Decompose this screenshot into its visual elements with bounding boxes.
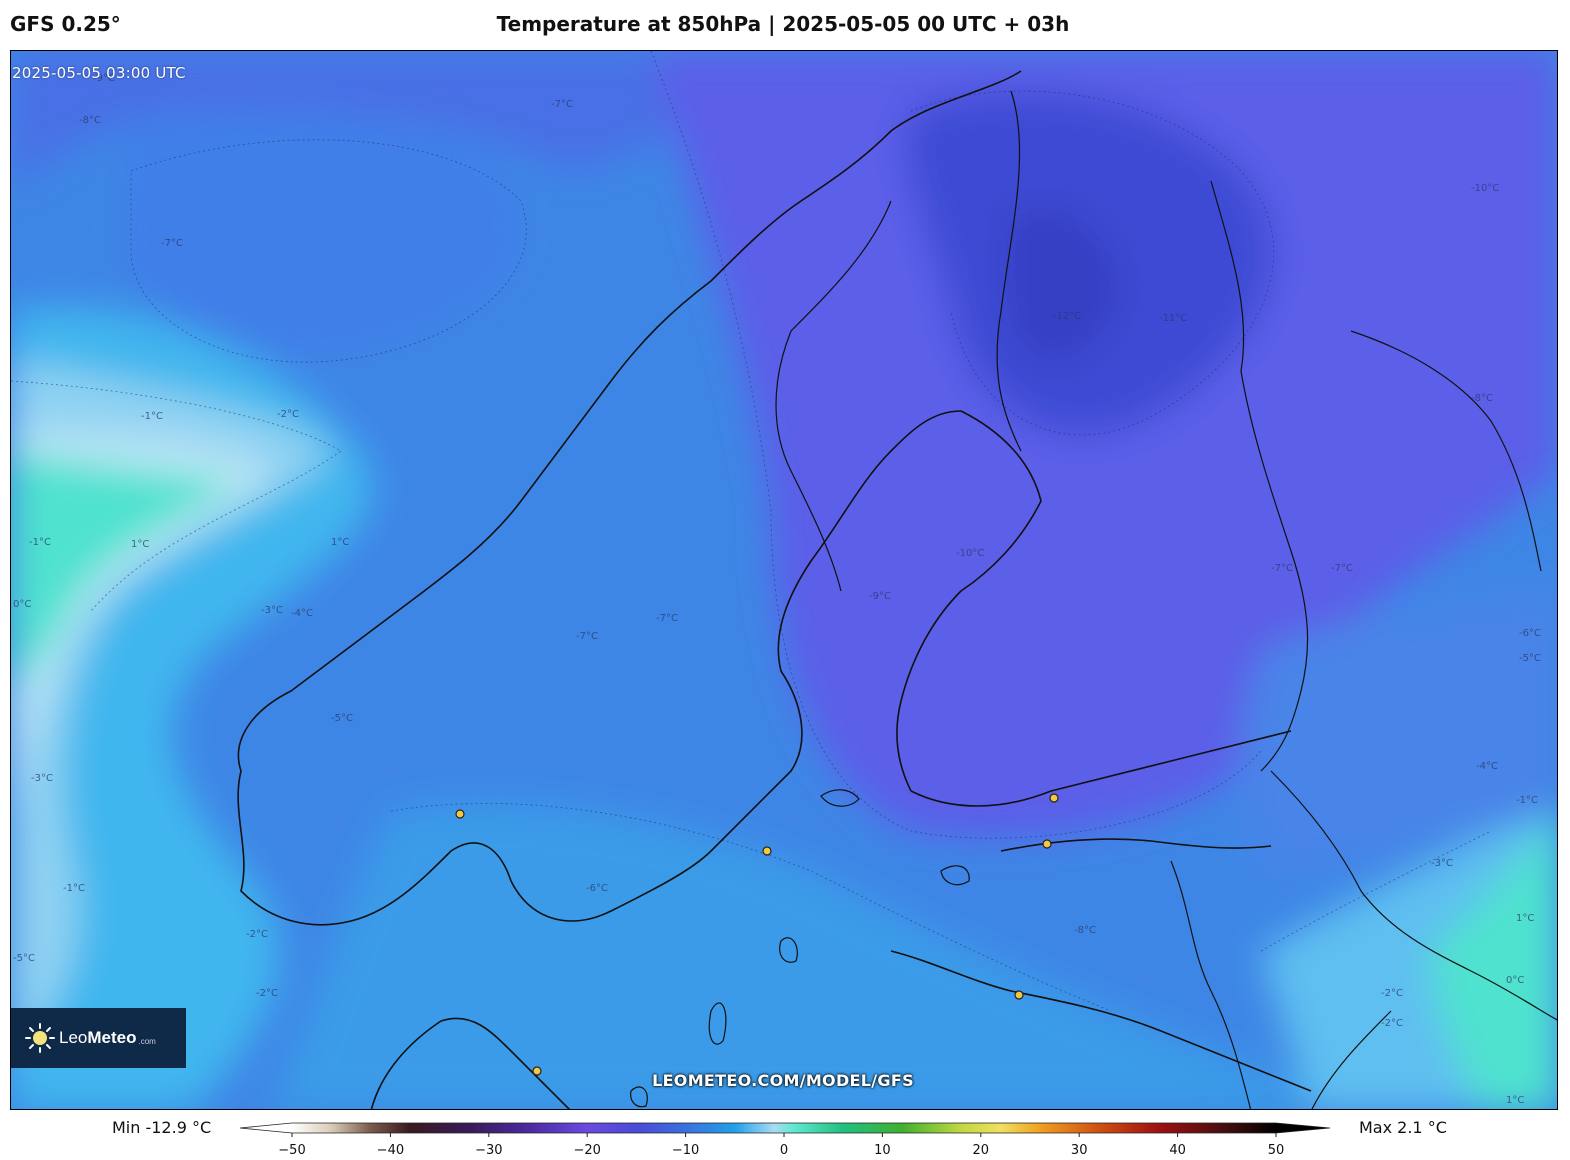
contour-label: -7°C bbox=[1331, 563, 1353, 574]
colorbar-tick-label: 40 bbox=[1169, 1143, 1186, 1158]
colorbar-tick-label: 30 bbox=[1071, 1143, 1088, 1158]
colorbar-ticks: −50 −40 −30 −20 −10 0 10 20 30 40 50 bbox=[278, 1133, 1284, 1158]
contour-label: 0°C bbox=[1506, 975, 1524, 986]
city-marker[interactable] bbox=[1014, 990, 1024, 1000]
contour-label: -9°C bbox=[869, 591, 891, 602]
city-marker[interactable] bbox=[1042, 839, 1052, 849]
map-canvas: -9°C -8°C -7°C -7°C -1°C -2°C -1°C 1°C 0… bbox=[11, 51, 1557, 1109]
contour-label: -6°C bbox=[1519, 628, 1541, 639]
colorbar-tick-label: −10 bbox=[672, 1143, 699, 1158]
contour-label: -8°C bbox=[1471, 393, 1493, 404]
colorbar-tick-label: 50 bbox=[1268, 1143, 1285, 1158]
contour-label: -2°C bbox=[277, 409, 299, 420]
city-marker[interactable] bbox=[1049, 793, 1059, 803]
contour-label: -10°C bbox=[1471, 183, 1499, 194]
contour-label: -7°C bbox=[161, 238, 183, 249]
contour-label: 1°C bbox=[1506, 1095, 1524, 1106]
contour-label: -2°C bbox=[246, 929, 268, 940]
colorbar-tick-label: −50 bbox=[278, 1143, 305, 1158]
logo-domain: .com bbox=[138, 1036, 156, 1046]
colorbar: −50 −40 −30 −20 −10 0 10 20 30 40 50 bbox=[240, 1122, 1331, 1158]
colorbar-tick-label: −20 bbox=[573, 1143, 600, 1158]
contour-label: -7°C bbox=[551, 99, 573, 110]
leometeo-logo[interactable]: LeoMeteo .com bbox=[11, 1008, 186, 1068]
city-marker[interactable] bbox=[455, 809, 465, 819]
colorbar-tick-label: −30 bbox=[475, 1143, 502, 1158]
contour-label: -7°C bbox=[656, 613, 678, 624]
islands bbox=[630, 789, 970, 1108]
contour-label: -10°C bbox=[956, 548, 984, 559]
temperature-bands bbox=[11, 51, 1557, 1109]
valid-time: 2025-05-05 03:00 UTC bbox=[12, 64, 186, 82]
contour-labels: -9°C -8°C -7°C -7°C -1°C -2°C -1°C 1°C 0… bbox=[13, 73, 1541, 1106]
contour-label: 1°C bbox=[1516, 913, 1534, 924]
contour-label: -3°C bbox=[261, 605, 283, 616]
contour-label: -9°C bbox=[93, 73, 115, 84]
contour-label: 0°C bbox=[13, 599, 31, 610]
contour-label: -1°C bbox=[141, 411, 163, 422]
contour-label: -7°C bbox=[1271, 563, 1293, 574]
colorbar-tick-label: 0 bbox=[780, 1143, 788, 1158]
contour-label: -3°C bbox=[31, 773, 53, 784]
max-temperature: Max 2.1 °C bbox=[1359, 1118, 1447, 1137]
contour-label: -5°C bbox=[13, 953, 35, 964]
source-watermark: LEOMETEO.COM/MODEL/GFS bbox=[652, 1071, 914, 1090]
country-borders bbox=[775, 90, 1557, 1109]
city-marker[interactable] bbox=[762, 846, 772, 856]
contour-label: -12°C bbox=[1053, 311, 1081, 322]
contour-label: -5°C bbox=[1519, 653, 1541, 664]
contour-label: -1°C bbox=[29, 537, 51, 548]
colorbar-tick-label: −40 bbox=[377, 1143, 404, 1158]
contour-label: -2°C bbox=[256, 988, 278, 999]
temperature-map[interactable]: -9°C -8°C -7°C -7°C -1°C -2°C -1°C 1°C 0… bbox=[10, 50, 1558, 1110]
contour-label: 1°C bbox=[331, 537, 349, 548]
colorbar-gradient bbox=[240, 1122, 1331, 1134]
city-marker[interactable] bbox=[532, 1066, 542, 1076]
contour-label: -8°C bbox=[1074, 925, 1096, 936]
model-name: GFS 0.25° bbox=[10, 12, 121, 36]
isotherm-contours bbox=[11, 51, 1492, 1012]
contour-label: -6°C bbox=[586, 883, 608, 894]
colorbar-tick-label: 10 bbox=[874, 1143, 891, 1158]
colorbar-tick-label: 20 bbox=[973, 1143, 990, 1158]
contour-label: 1°C bbox=[131, 539, 149, 550]
min-temperature: Min -12.9 °C bbox=[112, 1118, 212, 1137]
contour-label: -11°C bbox=[1159, 313, 1187, 324]
contour-label: -4°C bbox=[291, 608, 313, 619]
city-markers bbox=[455, 793, 1059, 1076]
contour-label: -2°C bbox=[1381, 988, 1403, 999]
contour-label: -1°C bbox=[1516, 795, 1538, 806]
contour-label: -8°C bbox=[79, 115, 101, 126]
sun-icon bbox=[25, 1023, 55, 1053]
contour-label: -1°C bbox=[63, 883, 85, 894]
contour-label: -7°C bbox=[576, 631, 598, 642]
contour-label: -4°C bbox=[1476, 761, 1498, 772]
chart-title: Temperature at 850hPa | 2025-05-05 00 UT… bbox=[496, 12, 1070, 36]
contour-label: -2°C bbox=[1381, 1018, 1403, 1029]
logo-text: LeoMeteo bbox=[59, 1028, 137, 1047]
contour-label: -5°C bbox=[331, 713, 353, 724]
contour-label: -3°C bbox=[1431, 858, 1453, 869]
